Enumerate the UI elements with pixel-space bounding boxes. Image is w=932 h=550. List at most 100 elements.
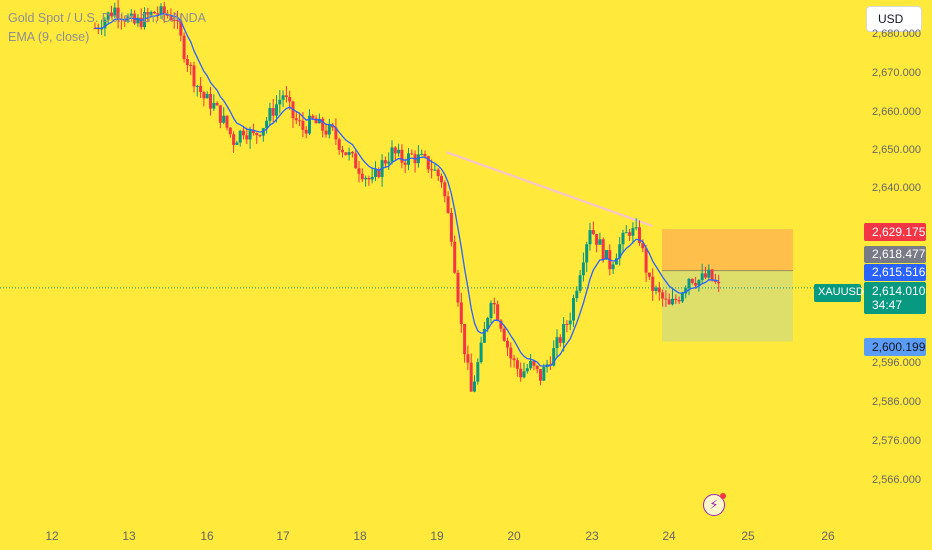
candle-body (449, 212, 453, 242)
candle-body (502, 328, 506, 341)
candle-body (578, 275, 582, 291)
candle-body (205, 93, 209, 99)
candle-body (638, 227, 641, 243)
candle-body (486, 317, 490, 329)
candle-body (713, 280, 717, 282)
candle-body (565, 324, 569, 326)
candle-body (390, 147, 394, 162)
candle-body (284, 95, 288, 98)
candle-body (482, 328, 486, 343)
y-tick-label: 2,566.000 (872, 474, 921, 486)
candle-body (245, 135, 249, 140)
candle-body (651, 276, 655, 291)
candle-body (182, 35, 186, 60)
candle-body (535, 365, 539, 370)
candle-body (618, 244, 622, 259)
candle-body (426, 156, 430, 170)
candle-body (532, 360, 536, 366)
candle-body (416, 154, 420, 164)
candle-body (707, 269, 711, 278)
candle-body (370, 176, 374, 180)
candle-body (311, 115, 315, 119)
candle-body (446, 196, 450, 213)
candle-body (558, 337, 562, 343)
candle-body (654, 287, 658, 291)
x-tick-label: 17 (276, 529, 290, 543)
candle-body (581, 262, 585, 276)
candle-body (238, 130, 242, 143)
candle-body (258, 135, 262, 137)
indicator-label[interactable]: EMA (9, close) (8, 30, 90, 44)
currency-button[interactable]: USD (866, 6, 922, 32)
candle-body (595, 234, 599, 245)
candle-body (489, 302, 493, 318)
candle-body (301, 120, 305, 130)
symbol-title[interactable]: Gold Spot / U.S. Dollar, 1h, OANDA (8, 11, 206, 25)
candle-body (364, 177, 368, 180)
y-tick-label: 2,660.000 (872, 106, 921, 118)
candle-body (350, 152, 354, 154)
candle-body (294, 118, 298, 121)
candle-body (185, 59, 189, 65)
candle-body (248, 130, 252, 140)
candle-body (605, 250, 608, 260)
candle-body (232, 134, 236, 145)
candle-body (568, 320, 572, 325)
candle-body (476, 362, 480, 382)
candle-body (169, 15, 173, 21)
candle-body (473, 381, 476, 392)
candle-body (555, 337, 559, 349)
chart-legend: Gold Spot / U.S. Dollar, 1h, OANDA EMA (… (8, 9, 206, 47)
candle-body (222, 115, 226, 123)
candle-body (308, 115, 311, 134)
candle-body (225, 115, 229, 128)
candle-body (704, 273, 707, 278)
candle-body (195, 85, 199, 87)
candle-body (624, 232, 628, 234)
lightning-icon[interactable]: ⚡ (703, 493, 726, 516)
candle-body (469, 362, 473, 392)
candle-body (265, 120, 269, 129)
candle-body (374, 169, 377, 177)
x-tick-label: 18 (353, 529, 367, 543)
trendline[interactable] (446, 151, 653, 227)
candle-body (644, 248, 648, 273)
candle-body (717, 281, 721, 284)
candle-body (377, 169, 381, 178)
candle-body (611, 264, 615, 270)
candle-body (522, 371, 526, 378)
candle-body (116, 7, 120, 19)
candle-body (453, 241, 457, 273)
candle-body (506, 340, 509, 348)
notification-dot (720, 493, 726, 499)
candle-body (321, 118, 325, 131)
candle-body (166, 14, 170, 16)
candle-body (367, 177, 371, 180)
candle-body (176, 20, 179, 22)
candle-body (585, 244, 589, 263)
candle-body (420, 153, 424, 155)
candle-body (647, 272, 651, 277)
x-tick-label: 12 (45, 529, 59, 543)
candle-body (598, 239, 602, 245)
candle-body (393, 147, 397, 154)
candle-body (697, 280, 701, 286)
take-profit-price-badge: 2,600.199 (864, 338, 926, 356)
candle-body (172, 20, 176, 22)
candle-body (492, 302, 496, 305)
candle-body (228, 127, 232, 135)
candle-body (337, 139, 341, 150)
candle-body (509, 347, 513, 359)
candle-body (552, 348, 556, 366)
candle-body (271, 108, 275, 116)
candle-body (202, 92, 206, 99)
candle-body (601, 239, 605, 260)
candle-body (667, 299, 671, 305)
x-tick-label: 26 (821, 529, 835, 543)
candle-body (410, 153, 414, 155)
candle-body (123, 19, 127, 22)
candle-body (700, 273, 704, 281)
candle-body (146, 12, 150, 15)
y-tick-label: 2,640.000 (872, 182, 921, 194)
